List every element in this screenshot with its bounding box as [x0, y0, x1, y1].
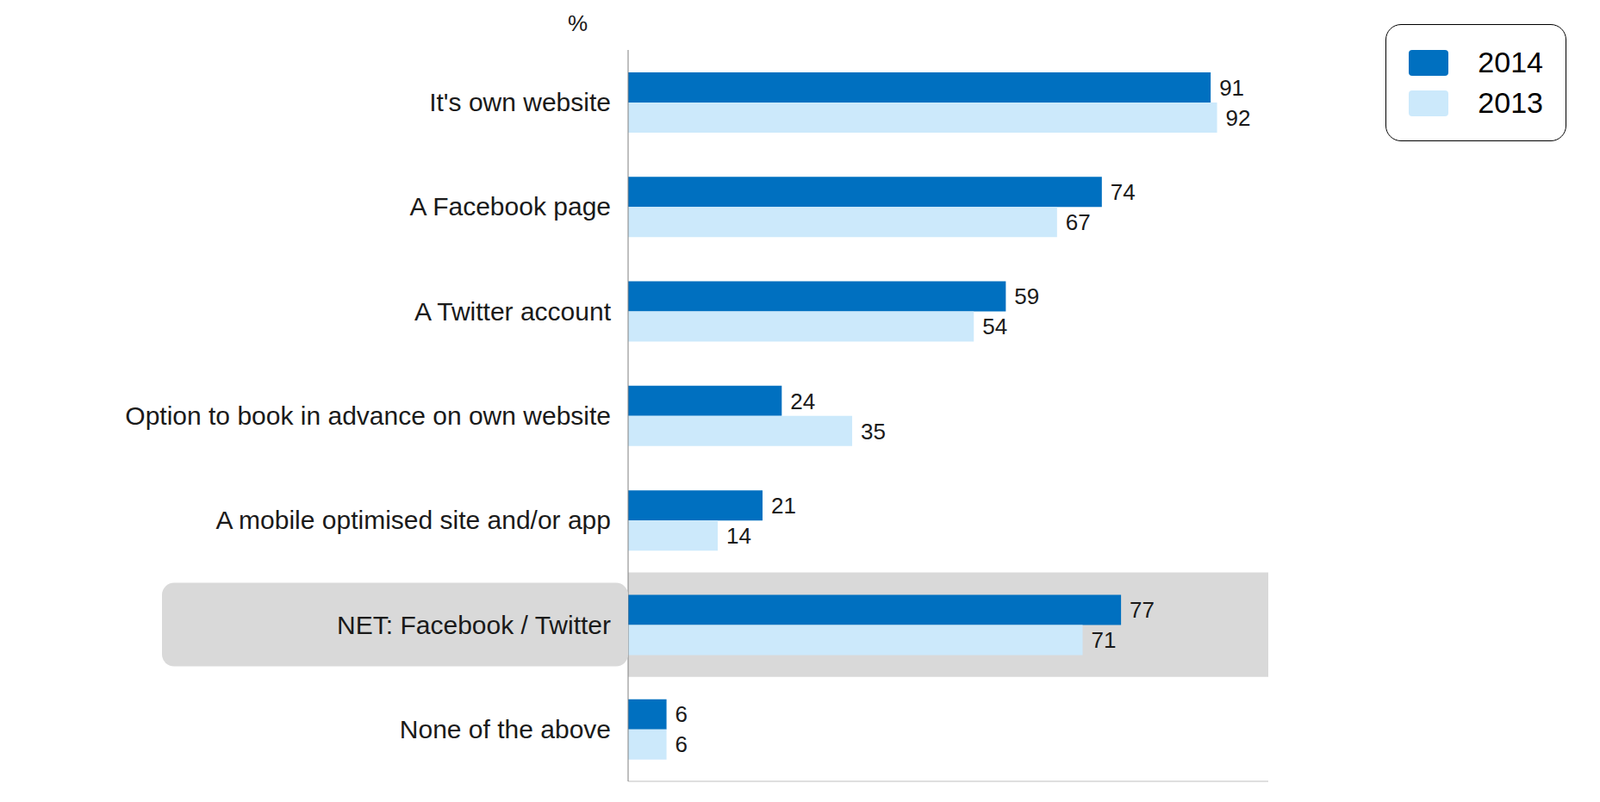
- svg-text:91: 91: [1219, 74, 1245, 101]
- svg-text:Option to book in advance on o: Option to book in advance on own website: [124, 401, 611, 430]
- html-text:2014: 2014: [1477, 45, 1544, 79]
- svg-text:6: 6: [675, 701, 688, 728]
- svg-text:24: 24: [790, 388, 816, 415]
- svg-text:74: 74: [1110, 179, 1136, 206]
- svg-text:59: 59: [1014, 283, 1040, 310]
- html-text:2013: 2013: [1477, 86, 1544, 119]
- svg-text:21: 21: [771, 492, 797, 519]
- svg-text:6: 6: [675, 731, 688, 758]
- svg-text:35: 35: [860, 418, 886, 445]
- svg-text:NET: Facebook / Twitter: NET: Facebook / Twitter: [336, 610, 611, 640]
- svg-text:A mobile optimised site and/or: A mobile optimised site and/or app: [215, 505, 611, 535]
- svg-text:67: 67: [1065, 209, 1091, 236]
- svg-text:None of the above: None of the above: [399, 715, 611, 744]
- svg-text:14: 14: [726, 522, 752, 549]
- svg-text:A Twitter account: A Twitter account: [414, 297, 612, 326]
- svg-text:54: 54: [982, 313, 1008, 340]
- svg-text:71: 71: [1091, 627, 1117, 654]
- svg-text:77: 77: [1129, 597, 1155, 623]
- svg-text:92: 92: [1226, 105, 1252, 131]
- svg-text:A Facebook page: A Facebook page: [409, 192, 611, 221]
- svg-text:It's own website: It's own website: [429, 87, 611, 117]
